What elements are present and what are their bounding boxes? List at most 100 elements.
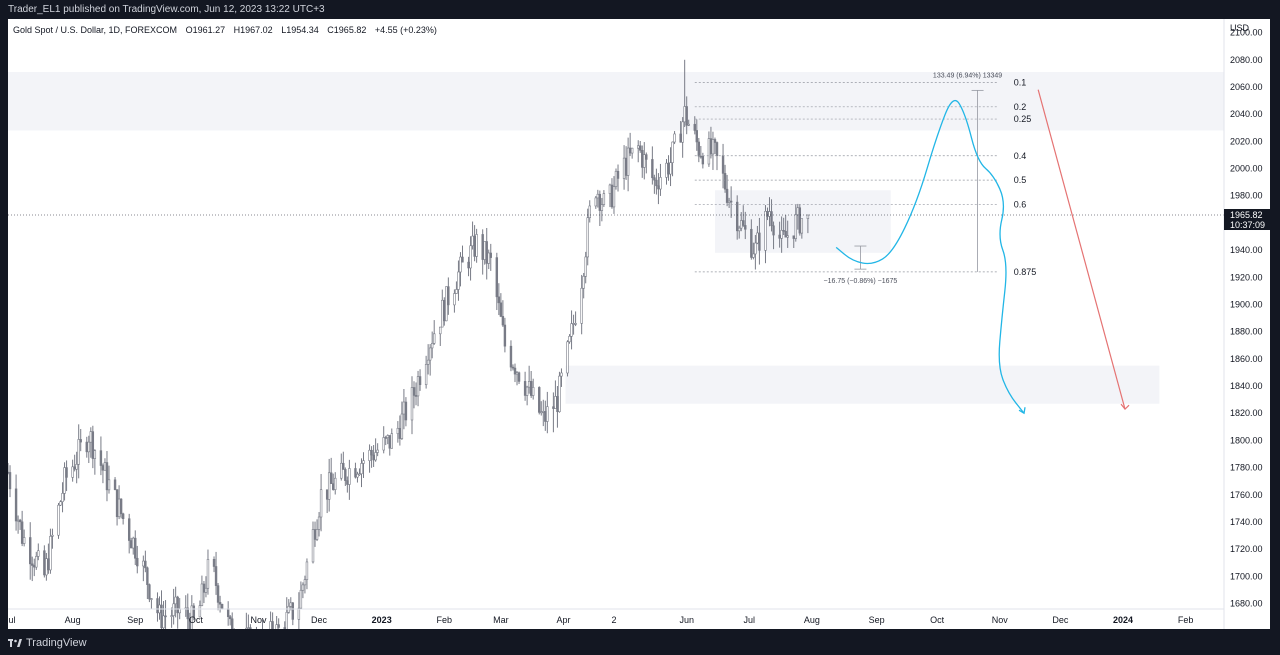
candle-down — [501, 316, 505, 326]
candle-up — [740, 220, 743, 229]
candle-down — [709, 138, 713, 155]
candle-up — [45, 558, 48, 576]
candle-down — [742, 220, 745, 226]
candle-down — [105, 462, 109, 491]
candle-up — [340, 462, 343, 479]
fib-level-label: 0.875 — [1014, 267, 1037, 277]
candle-up — [396, 427, 400, 435]
time-tick-label: Sep — [869, 615, 885, 625]
candle-down — [770, 211, 773, 227]
time-tick-label: ul — [9, 615, 16, 625]
time-tick-label: Nov — [992, 615, 1009, 625]
time-axis[interactable]: ul Aug Sep Oct Nov Dec 2023 Feb Mar Apr 2 Jun Jul Aug… — [9, 615, 1194, 625]
tradingview-logo[interactable]: TradingView — [8, 637, 87, 649]
candle-up — [386, 435, 389, 438]
price-tick-label: 2080.00 — [1230, 55, 1263, 65]
chart-legend[interactable]: Gold Spot / U.S. Dollar, 1D, FOREXCOM O1… — [13, 25, 437, 35]
price-tick-label: 1920.00 — [1230, 272, 1263, 282]
candle-up — [546, 406, 549, 422]
candle-down — [33, 565, 36, 568]
candle-up — [457, 271, 460, 290]
price-axis[interactable]: 2100.00 2080.00 2060.00 2040.00 2020.00 2000.… — [1230, 28, 1263, 609]
price-tick-label: 2100.00 — [1230, 28, 1263, 38]
candle-up — [315, 529, 319, 540]
time-tick-label: Aug — [65, 615, 81, 625]
candle-down — [784, 230, 787, 238]
candle-down — [782, 229, 785, 232]
candle-down — [271, 621, 274, 640]
price-tick-label: 2060.00 — [1230, 82, 1263, 92]
candle-down — [164, 615, 167, 618]
candle-up — [37, 550, 40, 557]
fib-level-label: 0.1 — [1014, 77, 1027, 87]
candle-down — [329, 472, 333, 484]
candle-down — [517, 372, 521, 382]
candle-up — [582, 276, 585, 289]
candle-down — [85, 441, 88, 453]
candle-up — [170, 615, 173, 617]
candle-up — [162, 615, 165, 629]
price-tick-label: 1980.00 — [1230, 191, 1263, 201]
candle-down — [798, 207, 802, 234]
candle-down — [481, 234, 484, 260]
candle-up — [572, 323, 575, 325]
candle-up — [540, 411, 543, 414]
price-tick-label: 1800.00 — [1230, 435, 1263, 445]
candle-down — [721, 155, 725, 174]
candle-down — [538, 387, 541, 413]
close-label: C — [327, 25, 334, 35]
candle-up — [358, 473, 361, 476]
candle-down — [418, 376, 422, 385]
candle-down — [699, 155, 703, 158]
candle-up — [132, 537, 135, 549]
candle-down — [509, 345, 513, 368]
instrument-label: Gold Spot / U.S. Dollar, 1D, FOREXCOM — [13, 25, 177, 35]
candle-up — [637, 145, 640, 149]
candle-up — [368, 449, 371, 461]
candle-up — [471, 235, 474, 247]
candle-down — [511, 366, 515, 369]
candle-down — [398, 427, 402, 439]
candle-down — [127, 518, 131, 541]
candle-down — [176, 596, 179, 614]
footer-bar: TradingView — [0, 629, 1280, 655]
currency-label: USD — [1230, 23, 1250, 33]
candle-up — [711, 139, 715, 155]
candle-down — [624, 157, 628, 176]
candle-down — [513, 367, 517, 375]
candle-down — [667, 162, 670, 175]
price-chart[interactable]: 0.1 0.2 0.25 0.4 0.5 0.6 0.875 Gold Spot / U.S… — [6, 19, 1270, 655]
candle-down — [344, 469, 347, 481]
candle-up — [588, 205, 591, 219]
candle-down — [461, 256, 464, 263]
candle-up — [738, 227, 741, 232]
candle-down — [370, 449, 373, 456]
candle-down — [91, 431, 95, 459]
candle-down — [467, 261, 470, 269]
blue-projection-path — [835, 99, 1025, 414]
candle-up — [580, 287, 583, 324]
candle-up — [49, 536, 52, 571]
candle-up — [150, 598, 153, 600]
time-tick-label: 2 — [611, 615, 616, 625]
candle-up — [669, 162, 672, 175]
candle-up — [487, 252, 490, 264]
open-label: O — [186, 25, 193, 35]
candle-down — [192, 605, 196, 618]
candle-down — [616, 170, 620, 179]
price-tick-label: 1740.00 — [1230, 517, 1263, 527]
bar-countdown: 10:37:09 — [1230, 220, 1265, 230]
candle-up — [756, 232, 759, 244]
candle-up — [433, 333, 436, 344]
candle-up — [707, 138, 711, 165]
candle-up — [754, 242, 757, 255]
candle-up — [305, 561, 309, 580]
candle-down — [695, 130, 698, 143]
candle-up — [374, 452, 377, 461]
candle-up — [602, 193, 606, 205]
publisher-line: Trader_EL1 published on TradingView.com,… — [8, 4, 325, 15]
chart-panel[interactable]: 0.1 0.2 0.25 0.4 0.5 0.6 0.875 Gold Spot / U.S… — [6, 19, 1270, 655]
candle-up — [584, 256, 587, 277]
candle-up — [568, 335, 571, 343]
candle-up — [525, 386, 529, 396]
